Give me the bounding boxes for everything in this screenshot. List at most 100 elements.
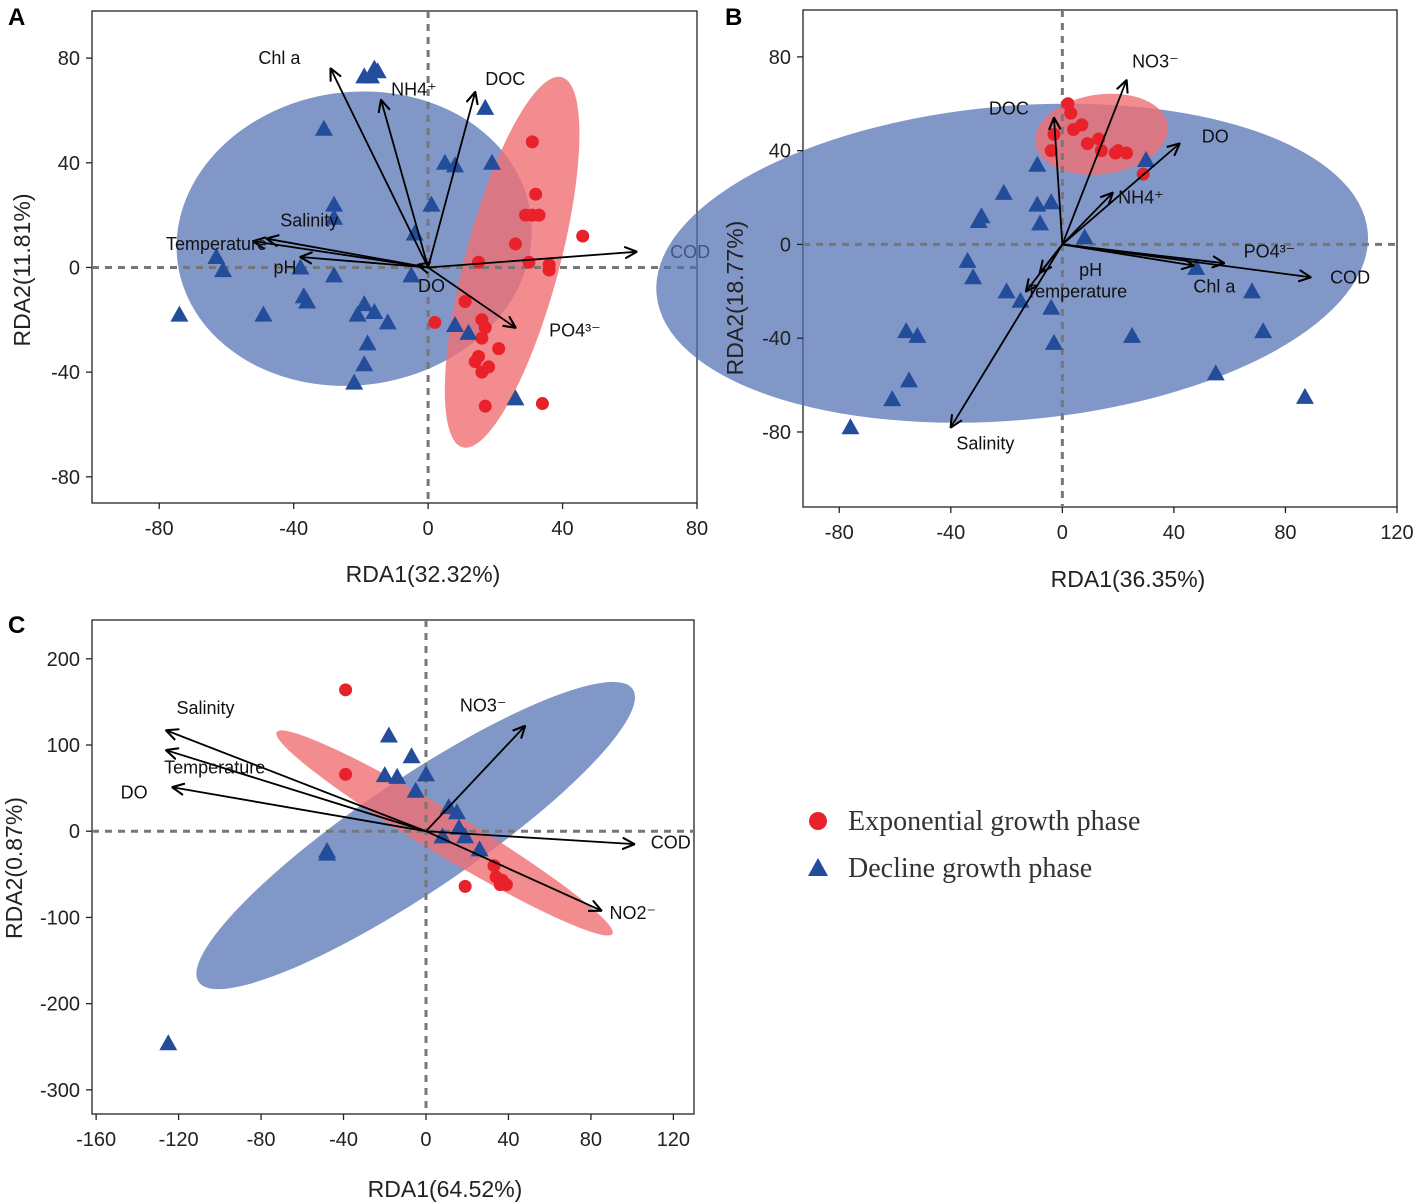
panel-b-x-tick-label: -80 (825, 522, 854, 544)
panel-a-point-exponential (482, 360, 496, 374)
panel-b-point-decline (997, 282, 1016, 299)
panel-c-point-exponential (458, 879, 472, 893)
panel-a-arrow-cod (428, 252, 636, 269)
panel-a-point-decline (291, 258, 310, 275)
panel-b-arrow-salinity (951, 243, 1064, 427)
panel-b-y-tick-label: 80 (769, 47, 791, 69)
panel-a-point-decline (298, 292, 317, 309)
panel-b-x-tick-label: -40 (936, 522, 965, 544)
panel-a-point-exponential (576, 229, 590, 243)
panel-c-x-axis-title: RDA1(64.52%) (368, 1176, 523, 1202)
panel-c-arrow-label-temperature: Temperature (164, 757, 265, 777)
panel-b-point-decline (1254, 322, 1273, 339)
panel-a-point-decline (348, 305, 367, 322)
panel-a-arrow-nh4 (381, 100, 429, 268)
panel-a-point-exponential (458, 294, 472, 308)
panel-b-point-decline (883, 390, 902, 407)
panel-b-arrow-chl-a (1062, 243, 1193, 265)
panel-a-point-exponential (532, 208, 546, 222)
panel-c-y-tick-label: 0 (69, 821, 80, 843)
panel-a-point-decline (325, 195, 343, 212)
panel-c-arrow-do (172, 787, 427, 833)
panel-label-b: B (725, 4, 742, 31)
panel-a-y-tick-label: 80 (58, 48, 80, 70)
panel-a-arrow-label-ph: pH (274, 257, 297, 277)
panel-a-x-axis-title: RDA1(32.32%) (346, 561, 501, 587)
panel-a-arrow-label-salinity: Salinity (280, 210, 338, 230)
panel-b-y-tick-label: -40 (762, 328, 791, 350)
panel-c-x-tick-label: 0 (420, 1129, 431, 1151)
panel-b-point-exponential (1067, 123, 1081, 137)
panel-b-y-axis-title: RDA2(18.77%) (722, 221, 748, 376)
panel-a-arrow-doc (427, 92, 475, 268)
panel-a-point-decline (459, 323, 478, 340)
panel-c-arrow-label-no2: NO2⁻ (609, 903, 656, 923)
panel-b-point-decline (899, 371, 918, 388)
panel-a-point-decline (422, 195, 441, 212)
panel-a-point-decline (207, 248, 226, 264)
panel-a-point-decline (345, 373, 364, 390)
legend-decline-marker (808, 858, 828, 876)
panel-c-point-decline (447, 803, 466, 820)
panel-b-arrow-label-ph: pH (1079, 260, 1102, 280)
panel-c-point-decline (470, 840, 489, 857)
panel-c-point-decline (379, 726, 398, 743)
panel-b-point-decline (1042, 193, 1061, 210)
panel-b-y-tick-label: 0 (780, 234, 791, 256)
panel-a-point-decline (325, 266, 343, 283)
panel-b-arrow-label-do: DO (1202, 127, 1229, 147)
panel-c-y-tick-label: 100 (47, 735, 80, 757)
panel-b-arrow-temperature (1026, 243, 1064, 291)
panel-b-arrow-no3 (1061, 80, 1126, 245)
legend-decline-label: Decline growth phase (848, 853, 1092, 884)
panel-c-y-tick-label: -200 (40, 994, 80, 1016)
panel-b-arrow-label-cod: COD (1330, 267, 1370, 287)
panel-c-arrow-label-salinity: Salinity (177, 698, 235, 718)
panel-c-y-tick-label: -100 (40, 907, 80, 929)
panel-a-arrow-do (418, 265, 428, 268)
panel-a-point-exponential (509, 237, 522, 251)
panel-b-point-decline (897, 322, 916, 339)
panel-c-y-tick-label: 200 (47, 649, 80, 671)
panel-b-point-decline (1011, 291, 1030, 308)
panel-b-point-decline (1031, 214, 1050, 231)
panel-c-point-decline (456, 827, 475, 844)
panel-a: -80 -40 0 40 80 -80 -40 0 40 80 Chl a NH4⁺ DOC Salini… (51, 10, 710, 540)
panel-a-x-tick-label: 80 (686, 518, 708, 540)
panel-b-x-tick-label: 40 (1163, 522, 1185, 544)
panel-a-point-exponential (525, 135, 539, 149)
panel-a-arrow-po4 (427, 266, 515, 327)
panel-c-arrow-label-no3: NO3⁻ (460, 695, 507, 715)
panel-c-point-decline (406, 781, 425, 798)
panel-b-point-decline (969, 211, 988, 228)
panel-b-x-axis-title: RDA1(36.35%) (1051, 566, 1206, 592)
panel-c: -160 -120 -80 -40 0 40 80 120 -300 -200 -100 0 100 20… (40, 619, 695, 1151)
panel-a-arrow-label-do: DO (418, 276, 445, 296)
panel-b-arrow-label-no3: NO3⁻ (1132, 52, 1179, 72)
panel-b-point-exponential (1047, 127, 1061, 141)
panel-c-arrow-cod (425, 830, 634, 844)
panel-c-arrow-salinity (166, 730, 427, 833)
panel-a-y-tick-label: -80 (51, 467, 80, 489)
panel-b-point-exponential (1044, 144, 1058, 158)
panel-a-y-tick-label: 0 (69, 257, 80, 279)
panel-a-arrow-label-po4: PO4³⁻ (549, 320, 601, 340)
panel-label-a: A (8, 4, 25, 31)
panel-b-ellipse-decline (656, 103, 1369, 423)
panel-a-point-decline (355, 295, 374, 312)
panel-a-point-exponential (478, 321, 492, 335)
panel-a-x-tick-label: 0 (423, 518, 434, 540)
panel-c-point-decline (388, 767, 407, 784)
panel-a-point-decline (170, 305, 189, 322)
panel-c-point-decline (159, 1034, 178, 1051)
panel-c-arrow-temperature (166, 750, 427, 833)
panel-b-x-tick-label: 0 (1057, 522, 1068, 544)
panel-a-point-decline (358, 334, 377, 351)
panel-b-point-decline (1044, 333, 1063, 350)
panel-b: -80 -40 0 40 80 120 -80 -40 0 40 80 NO3⁻ DOC DO NH4⁺ PO… (656, 9, 1414, 544)
panel-c-point-exponential (339, 683, 353, 697)
panel-b-arrow-do (1061, 144, 1179, 246)
panel-b-point-decline (1206, 364, 1225, 381)
panel-b-point-decline (958, 251, 977, 268)
panel-c-arrow-label-do: DO (121, 782, 148, 802)
